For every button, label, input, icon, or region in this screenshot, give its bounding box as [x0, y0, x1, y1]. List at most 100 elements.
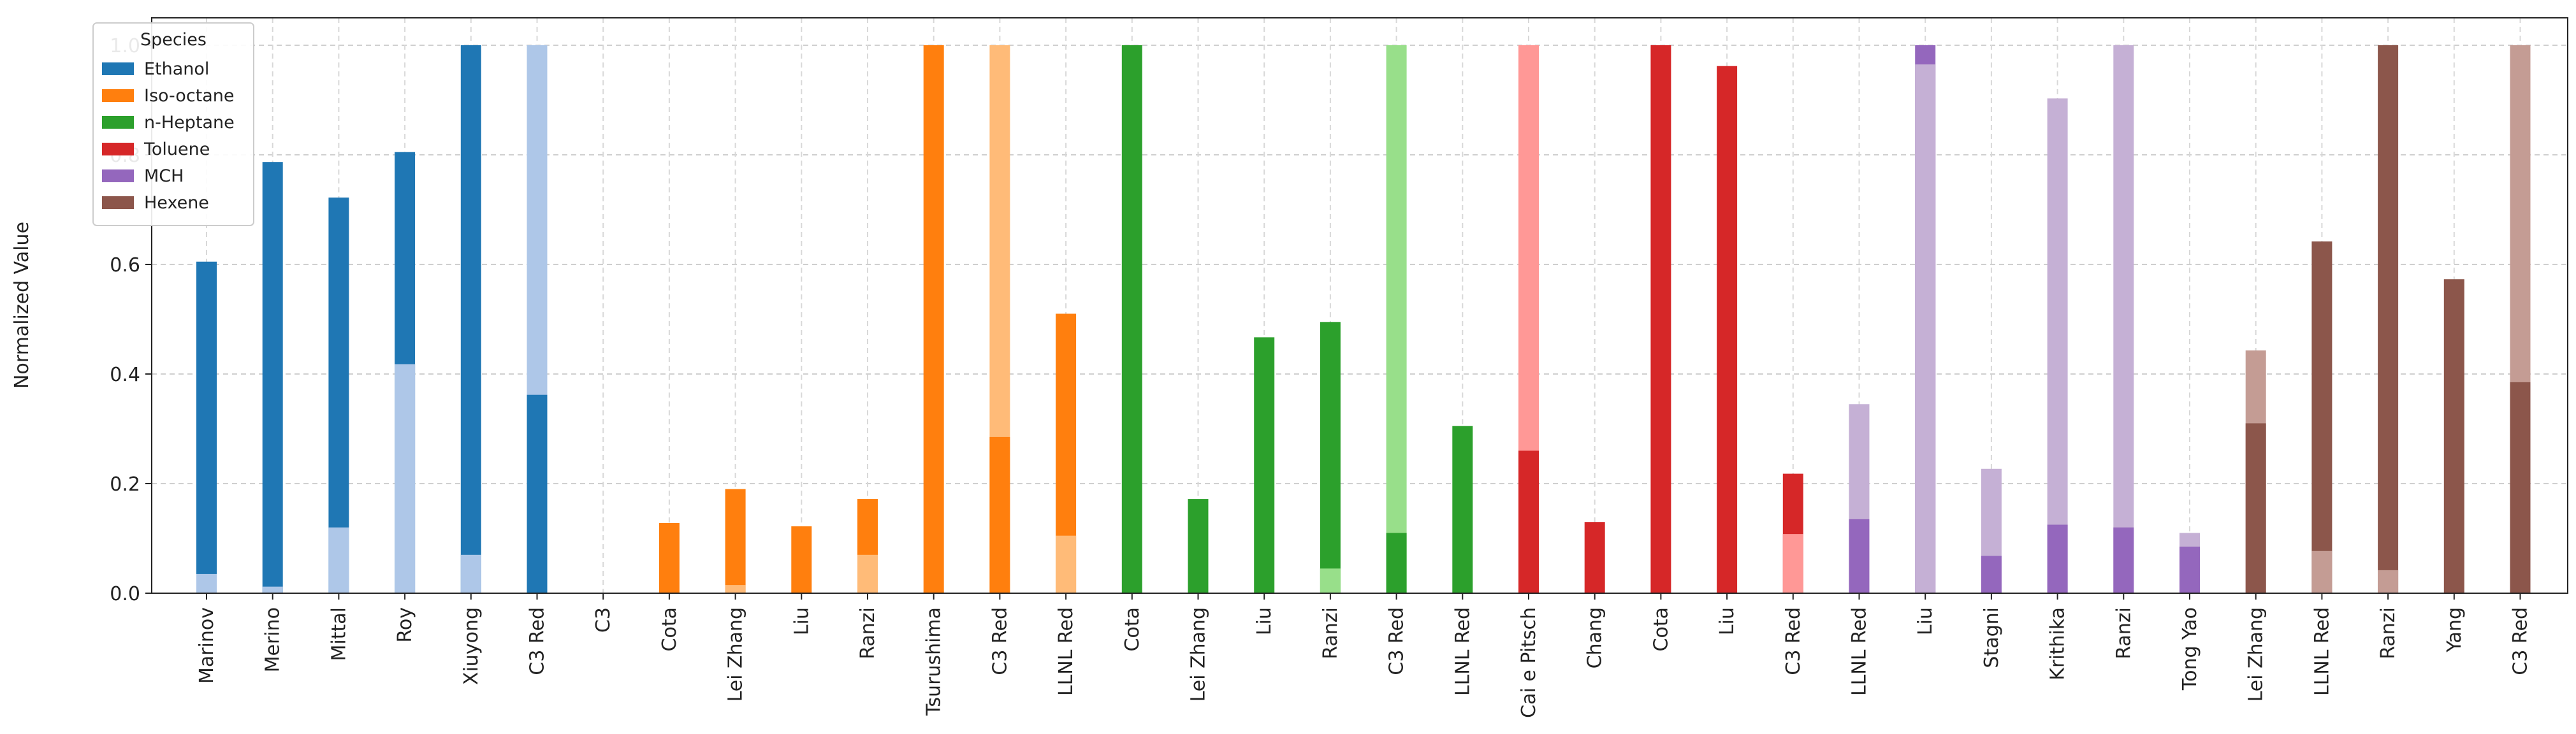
bar-overlay	[1915, 64, 1936, 594]
x-tick-label: Mittal	[328, 607, 350, 661]
legend-title: Species	[140, 30, 207, 50]
bar	[2311, 241, 2332, 593]
legend-label: Toluene	[143, 140, 210, 159]
bar	[2245, 423, 2266, 593]
bar-overlay	[2378, 570, 2399, 593]
legend-swatch	[102, 62, 134, 75]
x-tick-label: Tsurushima	[923, 607, 945, 716]
bar	[2047, 524, 2068, 593]
bar	[1849, 519, 1870, 593]
bar	[1386, 533, 1407, 593]
x-tick-label: Lei Zhang	[2245, 607, 2267, 702]
axes	[151, 17, 2568, 594]
x-tick-label: Liu	[1914, 607, 1937, 635]
legend-label: MCH	[144, 166, 184, 186]
x-tick-label: Liu	[1253, 607, 1276, 635]
bar	[196, 261, 217, 593]
bar	[2179, 546, 2200, 593]
bar	[2378, 45, 2399, 593]
y-tick-label: 0.0	[110, 583, 140, 605]
x-tick-label: Ranzi	[1320, 607, 1342, 659]
bar	[659, 522, 680, 593]
x-tick-label: Ranzi	[2113, 607, 2135, 659]
bar	[1518, 450, 1539, 593]
x-tick-label: Chang	[1584, 607, 1606, 668]
legend-label: Hexene	[144, 193, 209, 213]
x-tick-label: Liu	[1716, 607, 1738, 635]
bar-overlay	[2047, 98, 2068, 594]
legend-swatch	[102, 196, 134, 209]
bar	[725, 489, 746, 593]
x-tick-label: C3 Red	[989, 607, 1011, 675]
x-tick-label: C3	[592, 607, 615, 633]
bar-overlay	[857, 554, 878, 593]
x-tick-label: Lei Zhang	[725, 607, 747, 702]
bar	[1981, 556, 2002, 593]
y-tick-label: 0.2	[110, 473, 140, 496]
y-tick-label: 0.6	[110, 254, 140, 277]
bar-overlay	[725, 585, 746, 593]
y-axis-label: Normalized Value	[11, 222, 33, 389]
legend-swatch	[102, 143, 134, 155]
x-tick-label: LLNL Red	[1452, 607, 1474, 696]
bar-overlay	[1320, 568, 1341, 593]
bar	[2510, 382, 2531, 593]
legend-swatch	[102, 89, 134, 102]
legend-label: n-Heptane	[144, 113, 235, 133]
bar	[2443, 279, 2464, 593]
x-tick-label: LLNL Red	[2311, 607, 2333, 696]
x-tick-label: Xiuyong	[460, 607, 483, 685]
x-tick-label: C3 Red	[2510, 607, 2532, 675]
bar	[1584, 522, 1605, 593]
x-tick-label: C3 Red	[1782, 607, 1805, 675]
bar-overlay	[328, 527, 349, 593]
bar-overlay	[1386, 45, 1407, 593]
bar-overlay	[1782, 534, 1803, 593]
bar	[1320, 322, 1341, 593]
legend-swatch	[102, 169, 134, 182]
bar	[328, 198, 349, 594]
bar-overlay	[262, 586, 283, 593]
bar-overlay	[2311, 550, 2332, 593]
bar-overlay	[460, 554, 481, 593]
legend-label: Iso-octane	[144, 86, 235, 106]
bar-overlay	[1056, 535, 1077, 593]
x-tick-label: Cota	[1650, 607, 1672, 651]
x-tick-label: C3 Red	[527, 607, 549, 675]
bar	[1254, 337, 1275, 593]
bar	[1452, 426, 1473, 593]
legend-label: Ethanol	[144, 59, 209, 79]
bar	[1650, 45, 1671, 593]
bar	[1717, 66, 1738, 594]
bar	[923, 45, 944, 593]
x-tick-label: Cai e Pitsch	[1518, 607, 1540, 718]
bar	[989, 436, 1010, 593]
x-tick-label: Lei Zhang	[1188, 607, 1210, 702]
bar	[460, 45, 481, 593]
bar	[1188, 499, 1209, 593]
x-tick-label: Merino	[262, 607, 284, 672]
x-tick-label: Roy	[394, 607, 416, 643]
x-tick-label: Ranzi	[2377, 607, 2399, 659]
plot-frame	[151, 17, 2568, 594]
bar	[1121, 45, 1142, 593]
bar	[262, 162, 283, 593]
x-tick-label: Cota	[1121, 607, 1144, 651]
x-tick-label: Marinov	[196, 607, 218, 684]
bar-overlay	[196, 573, 217, 593]
x-tick-label: C3 Red	[1386, 607, 1408, 675]
x-tick-label: Tong Yao	[2179, 607, 2201, 691]
legend-swatch	[102, 116, 134, 129]
x-ticks: Marinov Merino Mittal Roy Xiuyong C3 Red C3 Cot…	[196, 593, 2532, 718]
x-tick-label: Stagni	[1981, 607, 2003, 668]
x-tick-label: Liu	[790, 607, 813, 635]
bars	[196, 45, 2531, 594]
bar-overlay	[395, 364, 416, 593]
x-tick-label: Cota	[659, 607, 681, 651]
bar	[2113, 527, 2134, 593]
legend: Species Ethanol Iso-octane n-Heptane Toluene…	[92, 22, 254, 226]
x-tick-label: LLNL Red	[1055, 607, 1077, 696]
bar	[527, 394, 548, 593]
